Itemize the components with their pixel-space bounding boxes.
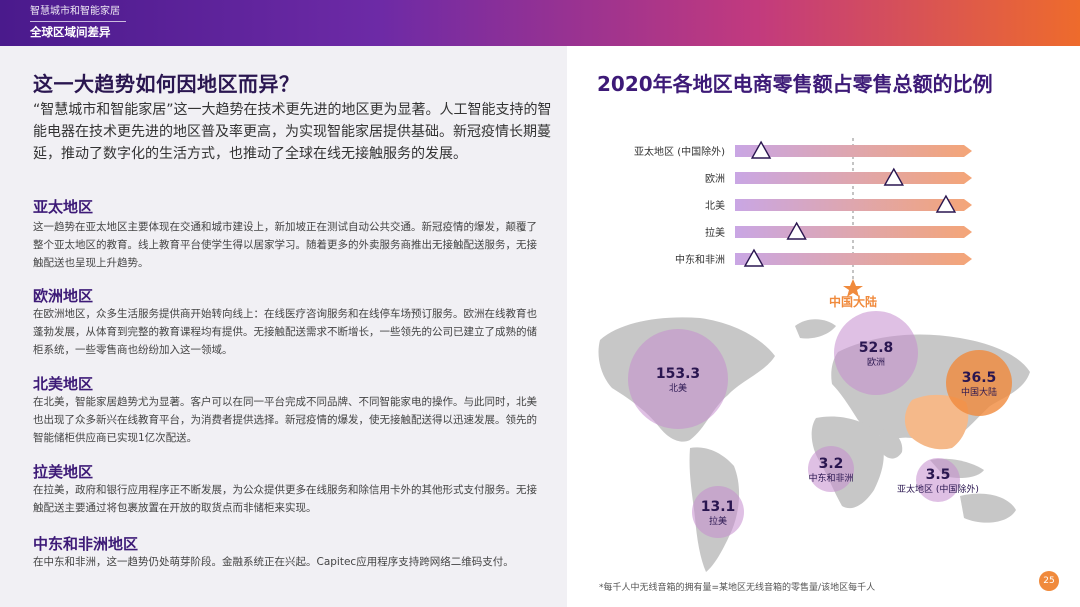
bubble-circle xyxy=(692,486,744,538)
bubble-region: 中国大陆 xyxy=(961,386,997,398)
bubble-circle xyxy=(628,329,728,429)
bubble-value: 3.5 xyxy=(926,467,951,483)
triangle-marker-icon xyxy=(883,167,904,186)
left-panel xyxy=(0,46,567,607)
bubble-circle xyxy=(946,350,1012,416)
bubble-circle xyxy=(916,458,960,502)
section-body-europe: 在欧洲地区，众多生活服务提供商开始转向线上：在线医疗咨询服务和在线停车场预订服务… xyxy=(33,308,537,356)
bar-label: 北美 xyxy=(705,199,725,212)
triangle-marker-icon xyxy=(743,248,765,267)
china-region xyxy=(904,394,969,450)
chart-title: 2020年各地区电商零售额占零售总额的比例 xyxy=(597,72,993,96)
breadcrumb: 智慧城市和智能家居 全球区域间差异 xyxy=(30,5,126,39)
bubble-circle xyxy=(834,311,918,395)
bar-ribbon xyxy=(735,253,972,265)
breadcrumb-top: 智慧城市和智能家居 xyxy=(30,6,120,17)
bubble-region: 欧洲 xyxy=(867,356,885,368)
section-body-apac: 这一趋势在亚太地区主要体现在交通和城市建设上，新加坡正在测试自动公共交通。新冠疫… xyxy=(33,221,537,269)
triangle-marker-icon xyxy=(935,194,957,213)
bar-ribbon xyxy=(735,172,972,184)
intro-paragraph: “智慧城市和智能家居”这一大趋势在技术更先进的地区更为显著。人工智能支持的智能电… xyxy=(33,102,552,162)
bar-row: 拉美 xyxy=(705,221,972,240)
bubble-region: 亚太地区 (中国除外) xyxy=(897,483,979,495)
bar-label: 拉美 xyxy=(705,226,725,239)
bubble-region: 拉美 xyxy=(709,515,727,527)
triangle-marker-icon xyxy=(750,140,772,159)
china-marker-icon xyxy=(843,279,863,297)
china-marker-label: 中国大陆 xyxy=(829,294,877,309)
page-heading: 这一大趋势如何因地区而异？ xyxy=(33,72,300,96)
bubble-circle xyxy=(808,446,854,492)
bar-row: 亚太地区 (中国除外) xyxy=(634,140,972,159)
bubble-region: 北美 xyxy=(669,382,687,394)
section-body-mea: 在中东和非洲，这一趋势仍处萌芽阶段。金融系统正在兴起。Capitec应用程序支持… xyxy=(33,556,514,568)
bubble-value: 52.8 xyxy=(859,340,894,356)
section-title-apac: 亚太地区 xyxy=(33,198,94,216)
section-body-latam: 在拉美，政府和银行应用程序正不断发展，为公众提供更多在线服务和除信用卡外的其他形… xyxy=(33,484,537,514)
bubble-value: 3.2 xyxy=(819,456,844,472)
bubble-region: 中东和非洲 xyxy=(808,472,853,484)
bar-label: 中东和非洲 xyxy=(675,253,725,266)
map-bubble: 153.3北美 xyxy=(628,329,728,429)
bar-row: 中东和非洲 xyxy=(675,248,972,267)
triangle-marker-icon xyxy=(786,221,807,240)
section-title-latam: 拉美地区 xyxy=(33,463,94,481)
map-bubble: 52.8欧洲 xyxy=(834,311,918,395)
bar-ribbon xyxy=(735,226,972,238)
bar-ribbon xyxy=(735,199,972,211)
page-number: 25 xyxy=(1039,571,1059,591)
bubble-value: 153.3 xyxy=(656,366,700,382)
breadcrumb-sub: 全球区域间差异 xyxy=(30,25,111,39)
bar-row: 北美 xyxy=(705,194,972,213)
bubble-value: 36.5 xyxy=(962,370,997,386)
section-title-europe: 欧洲地区 xyxy=(33,287,94,305)
section-title-north-america: 北美地区 xyxy=(33,375,94,393)
bar-label: 欧洲 xyxy=(705,173,725,185)
bubble-value: 13.1 xyxy=(701,499,736,515)
header-bar xyxy=(0,0,1080,46)
bar-label: 亚太地区 (中国除外) xyxy=(634,145,725,158)
footnote: *每千人中无线音箱的拥有量=某地区无线音箱的零售量/该地区每千人 xyxy=(599,583,876,593)
map-bubble: 13.1拉美 xyxy=(692,486,744,538)
bar-ribbon xyxy=(735,145,972,157)
section-body-north-america: 在北美，智能家居趋势尤为显著。客户可以在同一平台完成不同品牌、不同智能家电的操作… xyxy=(33,396,537,444)
bar-row: 欧洲 xyxy=(705,167,972,186)
section-title-mea: 中东和非洲地区 xyxy=(33,535,139,553)
breadcrumb-divider xyxy=(30,21,126,22)
